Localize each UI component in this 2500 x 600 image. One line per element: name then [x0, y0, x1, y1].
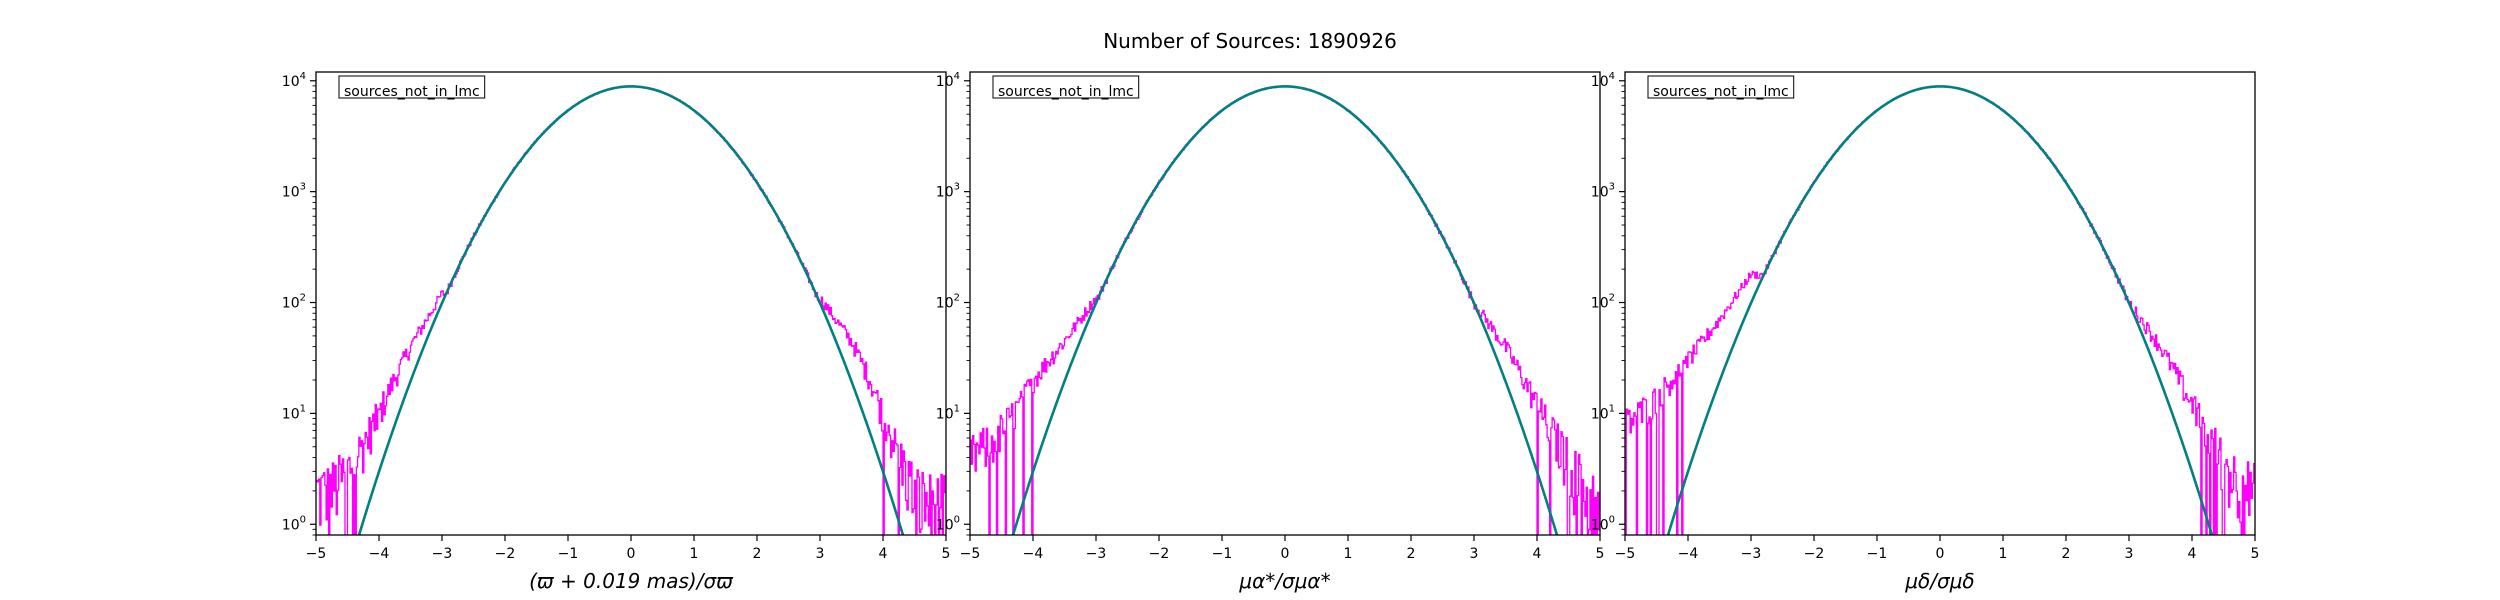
x-tick-label: −4: [1023, 546, 1044, 562]
x-tick-label: 3: [1470, 546, 1479, 562]
x-tick-label: −5: [306, 546, 327, 562]
x-tick-label: 1: [1344, 546, 1353, 562]
y-tick-label: 100: [282, 514, 306, 533]
y-tick-label: 100: [936, 514, 960, 533]
legend: sources_not_in_lmc: [992, 75, 1140, 100]
legend-box: [992, 75, 1140, 99]
legend-label: sources_not_in_lmc: [1653, 84, 1789, 100]
x-tick-label: −4: [1678, 546, 1699, 562]
x-tick-label: −1: [558, 546, 579, 562]
x-axis-label: (ϖ + 0.019 mas)/σϖ: [529, 569, 734, 593]
x-tick-label: 0: [1281, 546, 1290, 562]
panel-3: −5 −4 −3 −2 −1 0 1 2 3 4 5 100 101 102 103 104 sources_n…: [1591, 71, 2260, 593]
figure-title: Number of Sources: 1890926: [1103, 29, 1397, 53]
legend-label: sources_not_in_lmc: [998, 84, 1134, 100]
x-tick-label: −2: [1149, 546, 1170, 562]
x-tick-label: −3: [432, 546, 453, 562]
x-tick-label: 5: [942, 546, 951, 562]
x-tick-label: −5: [960, 546, 981, 562]
gaussian-fit-line: [1011, 85, 1559, 535]
x-tick-label: −1: [1867, 546, 1888, 562]
y-tick-label: 101: [282, 403, 306, 422]
legend-box: [338, 75, 486, 99]
x-tick-label: 1: [1999, 546, 2008, 562]
y-tick-label: 100: [1591, 514, 1615, 533]
plot-area: [316, 85, 946, 535]
y-tick-label: 103: [282, 182, 306, 201]
x-tick-label: 3: [2125, 546, 2134, 562]
x-axis-label: μδ/σμδ: [1904, 569, 1974, 593]
legend: sources_not_in_lmc: [338, 75, 486, 100]
x-tick-label: 2: [753, 546, 762, 562]
x-tick-label: 5: [2251, 546, 2260, 562]
plot-area: [970, 85, 1600, 535]
plot-area: [1625, 85, 2255, 535]
x-tick-label: −5: [1615, 546, 1636, 562]
y-tick-label: 103: [1591, 182, 1615, 201]
y-tick-label: 102: [1591, 293, 1615, 312]
x-tick-label: 1: [690, 546, 699, 562]
x-tick-label: 2: [2062, 546, 2071, 562]
x-tick-label: 0: [627, 546, 636, 562]
y-tick-label: 103: [936, 182, 960, 201]
x-tick-label: −2: [1804, 546, 1825, 562]
x-tick-label: −2: [495, 546, 516, 562]
x-tick-label: 4: [2188, 546, 2197, 562]
y-tick-label: 104: [282, 71, 306, 90]
legend-box: [1647, 75, 1795, 99]
panels: −5 −4 −3 −2 −1 0 1 2 3 4 5100101102103104sources_n…: [282, 71, 2260, 593]
y-tick-label: 101: [936, 403, 960, 422]
panel-2: −5 −4 −3 −2 −1 0 1 2 3 4 5 100 101 102 103 104 sources_n…: [936, 71, 1605, 593]
legend: sources_not_in_lmc: [1647, 75, 1795, 100]
y-tick-label: 102: [936, 293, 960, 312]
gaussian-fit-line: [1666, 85, 2214, 535]
gaussian-fit-line: [357, 85, 905, 535]
x-tick-label: −3: [1741, 546, 1762, 562]
x-tick-label: 4: [1533, 546, 1542, 562]
x-tick-label: 4: [879, 546, 888, 562]
y-tick-label: 104: [936, 71, 960, 90]
y-tick-label: 102: [282, 293, 306, 312]
x-axis-label: μα*/σμα*: [1238, 569, 1330, 593]
x-tick-label: −3: [1086, 546, 1107, 562]
y-tick-label: 104: [1591, 71, 1615, 90]
x-tick-label: 3: [816, 546, 825, 562]
legend-label: sources_not_in_lmc: [344, 84, 480, 100]
x-tick-label: 2: [1407, 546, 1416, 562]
y-tick-label: 101: [1591, 403, 1615, 422]
panel-1: −5 −4 −3 −2 −1 0 1 2 3 4 5 100 101 102 103 104 sources_n…: [282, 71, 951, 593]
x-tick-label: 5: [1596, 546, 1605, 562]
x-tick-label: 0: [1936, 546, 1945, 562]
x-tick-label: −1: [1212, 546, 1233, 562]
x-tick-label: −4: [369, 546, 390, 562]
